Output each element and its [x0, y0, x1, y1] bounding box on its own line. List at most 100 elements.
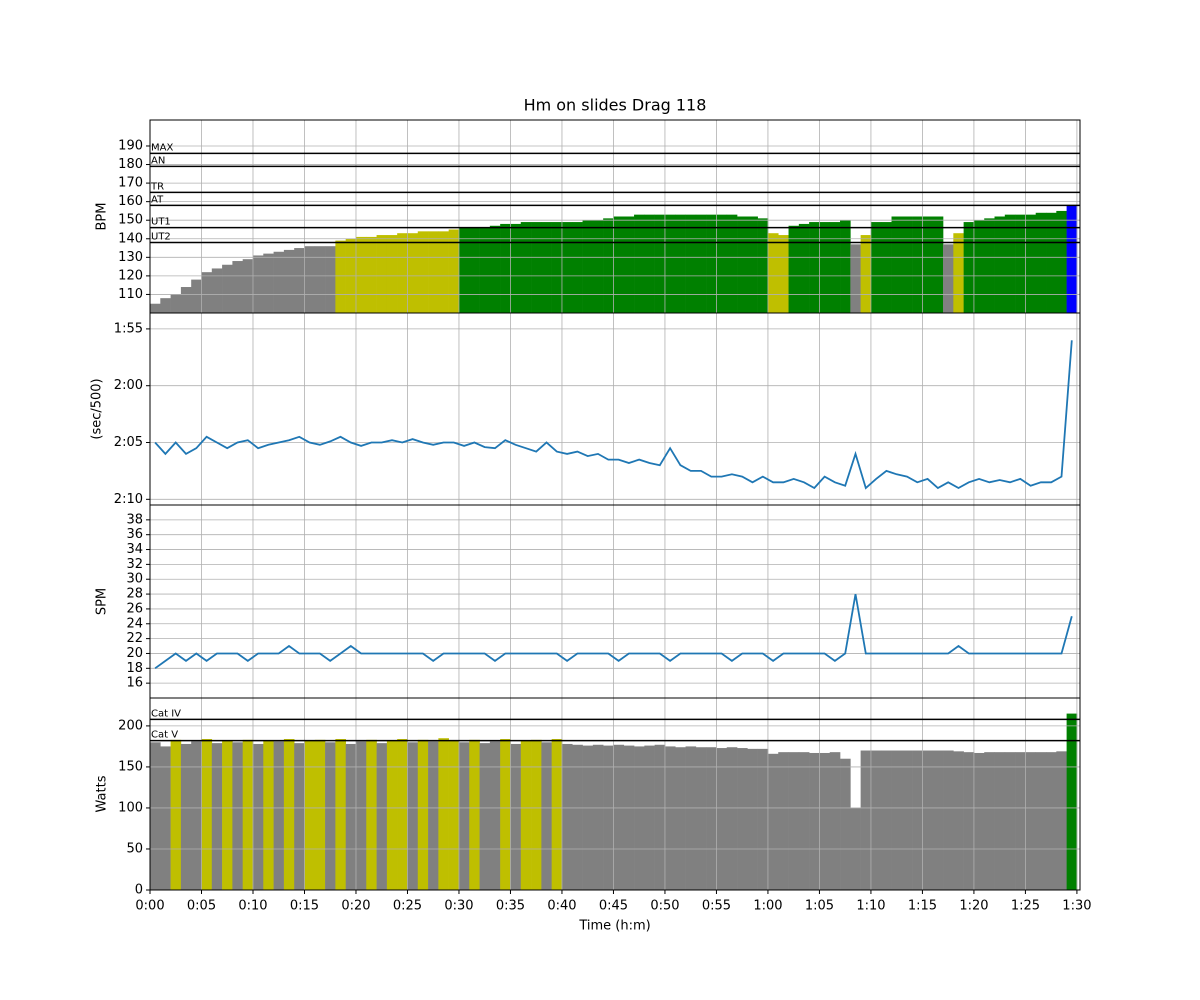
bar — [355, 236, 367, 313]
x-tick-label: 0:00 — [135, 899, 164, 914]
y-tick-label: 190 — [118, 138, 143, 153]
bar — [603, 745, 614, 890]
y-tick-label: 18 — [126, 661, 143, 676]
bar — [1056, 751, 1067, 890]
bar — [263, 253, 274, 313]
threshold-label: AN — [151, 155, 165, 166]
y-axis-label: SPM — [95, 588, 110, 615]
bar — [335, 240, 346, 313]
x-tick-label: 1:10 — [856, 899, 885, 914]
bar — [819, 752, 831, 890]
bar — [561, 743, 573, 890]
bar — [211, 268, 223, 313]
panel — [150, 313, 1080, 505]
bar — [531, 222, 542, 313]
x-tick-label: 1:25 — [1011, 899, 1040, 914]
panel — [150, 120, 1080, 313]
y-tick-label: 200 — [118, 718, 143, 733]
x-tick-label: 1:30 — [1062, 899, 1091, 914]
bar — [984, 752, 995, 890]
bar — [716, 748, 728, 890]
bar — [901, 750, 913, 890]
bar — [222, 264, 233, 313]
bar — [376, 235, 388, 313]
bar — [520, 222, 532, 313]
x-tick-label: 0:30 — [444, 899, 473, 914]
x-tick-label: 0:35 — [496, 899, 525, 914]
y-tick-label: 110 — [118, 287, 143, 302]
bar — [726, 214, 738, 313]
bar — [1004, 752, 1016, 890]
bar — [634, 746, 645, 890]
threshold-label: Cat V — [151, 730, 178, 741]
bar — [510, 743, 522, 890]
bar — [242, 259, 254, 313]
y-tick-label: 16 — [126, 676, 143, 691]
bar — [314, 739, 326, 890]
bar — [706, 214, 717, 313]
bar — [294, 743, 305, 890]
bar — [664, 746, 676, 890]
bar — [737, 216, 748, 313]
y-tick-label: 150 — [118, 759, 143, 774]
x-tick-label: 1:15 — [908, 899, 937, 914]
bar — [428, 231, 439, 313]
bar — [592, 220, 604, 313]
bar — [685, 214, 697, 313]
bar — [778, 752, 789, 890]
bar — [438, 231, 449, 313]
bar — [922, 750, 934, 890]
bar — [870, 750, 882, 890]
bar — [603, 218, 614, 313]
bar — [1035, 212, 1047, 313]
bar — [242, 739, 254, 890]
bar — [1015, 214, 1026, 313]
bar — [798, 752, 810, 890]
y-tick-label: 38 — [126, 512, 143, 527]
y-tick-label: 32 — [126, 557, 143, 572]
x-tick-label: 0:50 — [650, 899, 679, 914]
threshold-label: UT1 — [151, 217, 171, 228]
bar — [675, 747, 686, 890]
bar — [757, 218, 769, 313]
bar — [170, 739, 182, 890]
bar — [943, 244, 954, 313]
bar — [180, 287, 192, 313]
bar — [252, 743, 264, 890]
bar — [376, 743, 388, 890]
bar — [695, 214, 707, 313]
bar — [417, 739, 429, 890]
bar — [1046, 752, 1057, 890]
bar — [654, 744, 666, 890]
bar — [222, 740, 233, 890]
y-tick-label: 140 — [118, 231, 143, 246]
bar — [531, 739, 542, 890]
y-tick-label: 170 — [118, 176, 143, 191]
y-tick-label: 120 — [118, 268, 143, 283]
panel — [150, 505, 1080, 698]
bar — [335, 739, 346, 890]
chart-title: Hm on slides Drag 118 — [524, 96, 707, 115]
y-tick-label: 2:00 — [114, 378, 143, 393]
axes-frame — [149, 504, 1081, 699]
threshold-label: TR — [150, 181, 164, 192]
bar — [747, 216, 758, 313]
bar — [520, 740, 532, 890]
bar — [860, 750, 872, 890]
bar — [592, 744, 604, 890]
bar — [809, 222, 820, 313]
bar — [829, 222, 841, 313]
bar — [953, 233, 964, 313]
bar — [428, 741, 439, 890]
bar — [685, 746, 697, 890]
y-tick-label: 180 — [118, 157, 143, 172]
bar — [160, 298, 171, 313]
bar — [314, 246, 326, 313]
bar — [355, 741, 367, 890]
bar — [1046, 212, 1057, 313]
line — [154, 340, 1073, 490]
bar — [788, 225, 800, 313]
bar — [510, 223, 522, 313]
y-tick-label: 26 — [126, 601, 143, 616]
